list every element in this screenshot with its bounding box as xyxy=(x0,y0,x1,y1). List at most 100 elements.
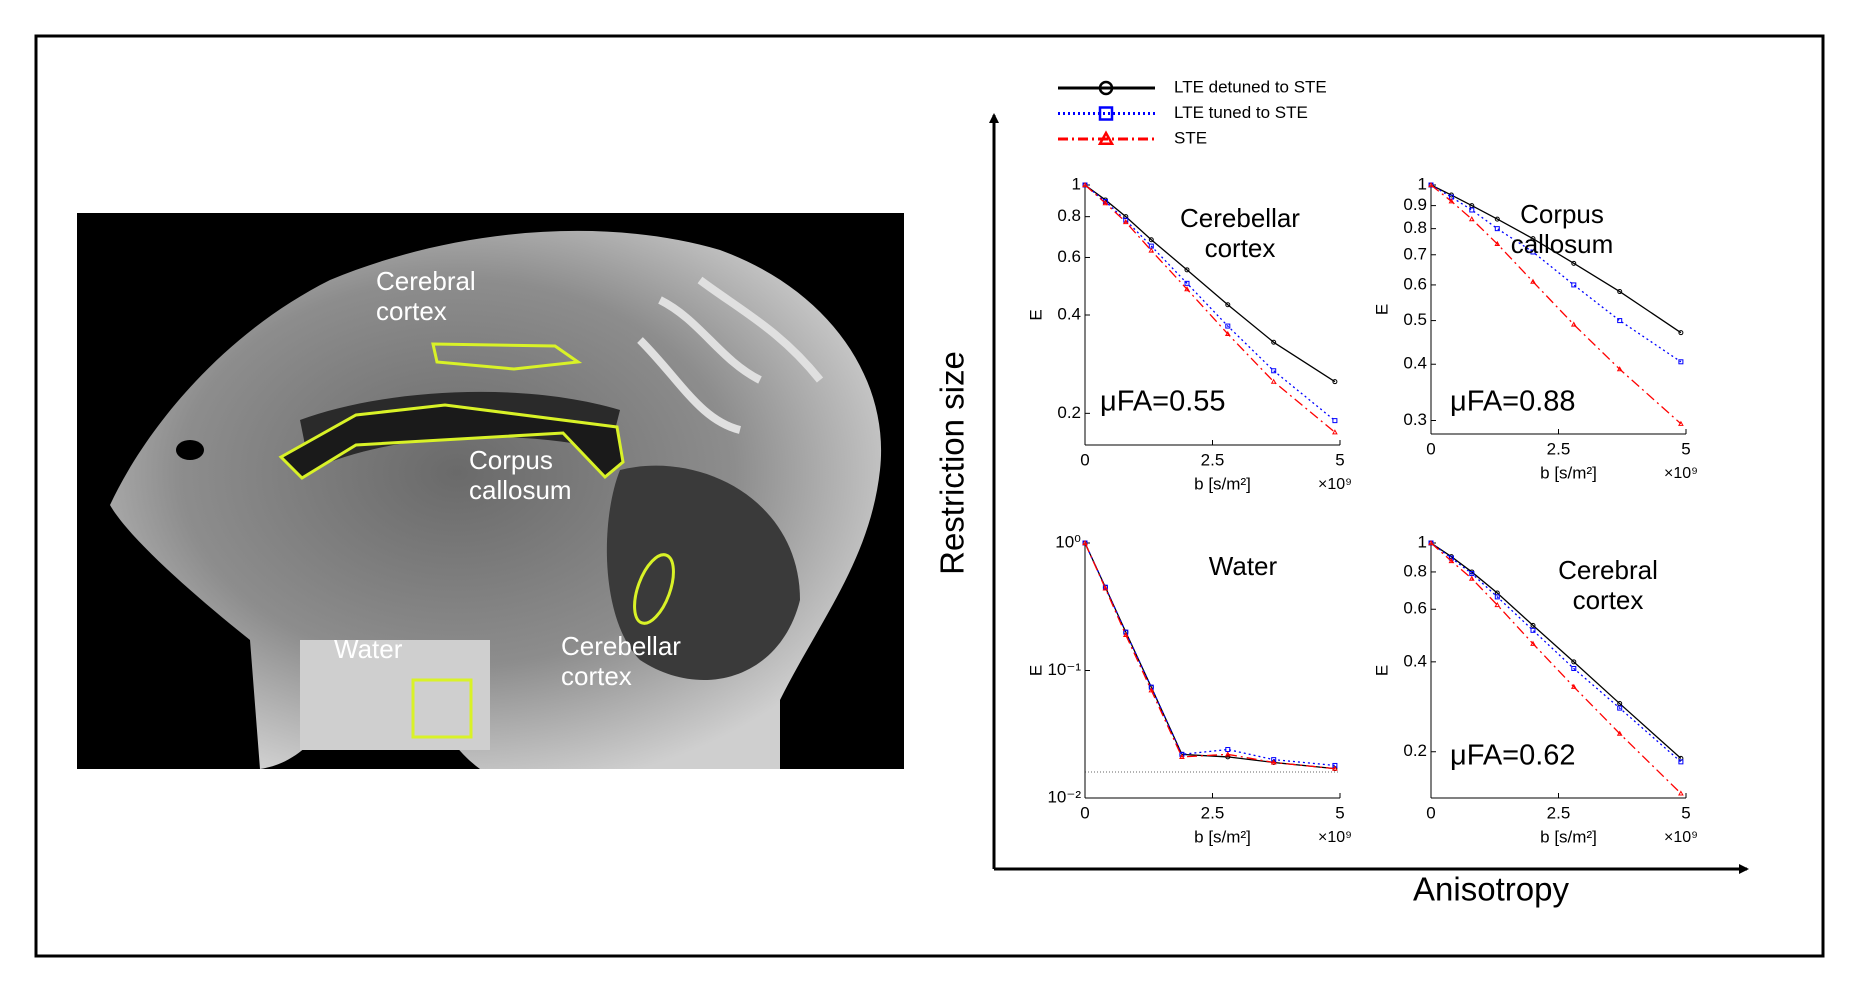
data-point xyxy=(1468,575,1475,581)
data-point xyxy=(1332,418,1338,424)
y-tick-label: 10⁰ xyxy=(1055,532,1081,551)
series-line xyxy=(1431,542,1682,763)
mri-label: Cerebral cortex xyxy=(376,266,476,326)
y-tick-label: 0.5 xyxy=(1403,310,1427,329)
series-line xyxy=(1431,184,1682,363)
data-point xyxy=(1122,631,1129,638)
legend-marker xyxy=(1098,80,1114,96)
data-point xyxy=(1332,765,1338,771)
data-point xyxy=(1530,249,1536,255)
data-point xyxy=(1678,759,1684,765)
series-line xyxy=(1431,184,1682,334)
legend-label: STE xyxy=(1174,128,1207,147)
legend-marker xyxy=(1098,106,1114,121)
x-axis-label: b [s/m²] xyxy=(1194,827,1251,846)
y-tick-label: 1 xyxy=(1418,532,1427,551)
x-tick-label: 5 xyxy=(1335,450,1344,469)
x-axis-label: b [s/m²] xyxy=(1540,827,1597,846)
y-tick-label: 10⁻¹ xyxy=(1047,660,1081,679)
legend-label: LTE tuned to STE xyxy=(1174,103,1308,122)
annotation: μFA=0.62 xyxy=(1450,740,1576,772)
x-multiplier: ×10⁹ xyxy=(1664,829,1698,846)
data-point xyxy=(1530,278,1536,284)
y-tick-label: 0.6 xyxy=(1403,599,1427,618)
y-tick-label: 0.9 xyxy=(1403,195,1427,214)
x-tick-label: 2.5 xyxy=(1201,803,1225,822)
y-tick-label: 1 xyxy=(1072,174,1081,193)
data-point xyxy=(1494,226,1500,232)
data-point xyxy=(1494,594,1500,600)
y-axis-label: E xyxy=(1372,304,1391,315)
y-axis-label: E xyxy=(1026,309,1045,320)
data-point xyxy=(1530,627,1536,633)
y-tick-label: 10⁻² xyxy=(1047,787,1081,806)
data-point xyxy=(1448,555,1454,561)
data-point xyxy=(1428,539,1434,546)
series-line xyxy=(1431,184,1682,425)
y-tick-label: 0.8 xyxy=(1403,218,1427,237)
x-multiplier: ×10⁹ xyxy=(1318,476,1352,493)
x-tick-label: 0 xyxy=(1426,803,1435,822)
data-point xyxy=(1332,379,1338,385)
data-point xyxy=(1494,240,1501,246)
data-point xyxy=(1332,429,1338,435)
y-tick-label: 0.4 xyxy=(1057,304,1081,323)
data-point xyxy=(1271,368,1277,374)
y-tick-label: 0.7 xyxy=(1403,244,1427,263)
x-tick-label: 5 xyxy=(1681,803,1690,822)
chart-title: Cerebral cortex xyxy=(1558,555,1658,615)
data-point xyxy=(1102,200,1109,206)
legend-label: LTE detuned to STE xyxy=(1174,77,1327,96)
data-point xyxy=(1224,751,1231,757)
data-point xyxy=(1617,701,1623,707)
data-point xyxy=(1469,207,1475,213)
data-point xyxy=(1122,219,1129,225)
data-point xyxy=(1271,339,1277,345)
y-tick-label: 1 xyxy=(1418,174,1427,193)
figure-y-label: Restriction size xyxy=(934,351,971,575)
x-tick-label: 5 xyxy=(1335,803,1344,822)
y-axis-label: E xyxy=(1372,665,1391,676)
y-tick-label: 0.3 xyxy=(1403,410,1427,429)
series-line xyxy=(1085,184,1336,383)
x-tick-label: 2.5 xyxy=(1547,439,1571,458)
data-point xyxy=(1494,216,1500,222)
data-point xyxy=(1225,323,1231,329)
x-tick-label: 2.5 xyxy=(1201,450,1225,469)
data-point xyxy=(1570,683,1577,689)
data-point xyxy=(1494,601,1501,608)
y-tick-label: 0.8 xyxy=(1057,206,1081,225)
data-point xyxy=(1428,181,1434,188)
data-point xyxy=(1678,420,1684,426)
data-point xyxy=(1448,558,1455,564)
data-point xyxy=(1678,790,1684,796)
x-tick-label: 2.5 xyxy=(1547,803,1571,822)
data-point xyxy=(1082,181,1088,188)
data-point xyxy=(1571,665,1577,671)
data-point xyxy=(1616,366,1623,372)
data-point xyxy=(1082,539,1088,546)
y-tick-label: 0.4 xyxy=(1403,354,1427,373)
annotation: μFA=0.55 xyxy=(1100,386,1226,418)
data-point xyxy=(1530,236,1536,242)
data-point xyxy=(1123,629,1129,635)
data-point xyxy=(1102,585,1109,591)
data-point xyxy=(1678,359,1684,365)
mri-label: Water xyxy=(334,634,403,664)
data-point xyxy=(1530,622,1536,628)
data-point xyxy=(1616,730,1623,736)
x-axis-label: b [s/m²] xyxy=(1540,463,1597,482)
x-tick-label: 0 xyxy=(1080,803,1089,822)
data-point xyxy=(1148,237,1154,243)
data-point xyxy=(1570,321,1577,327)
annotation: μFA=0.88 xyxy=(1450,386,1576,418)
data-point xyxy=(1468,216,1475,222)
mri-image xyxy=(77,213,904,769)
series-line xyxy=(1085,542,1335,767)
data-point xyxy=(1530,640,1536,646)
data-point xyxy=(1184,267,1190,273)
x-axis-label: b [s/m²] xyxy=(1194,474,1251,493)
data-point xyxy=(1184,286,1190,292)
